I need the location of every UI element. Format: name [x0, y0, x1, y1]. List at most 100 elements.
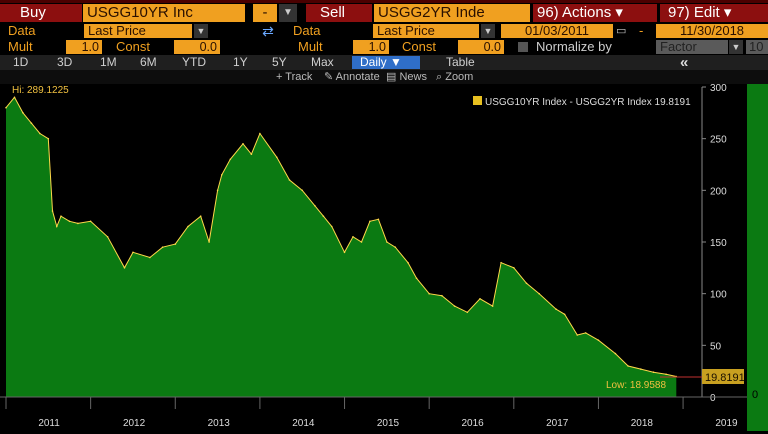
hi-label: Hi: 289.1225: [12, 85, 69, 96]
left-const-field[interactable]: 0.0: [174, 40, 220, 54]
x-tick-label: 2013: [208, 418, 231, 429]
series-point: [216, 189, 219, 192]
period-6m[interactable]: 6M: [140, 55, 157, 69]
legend-text: USGG10YR Index - USGG2YR Index 19.8191: [485, 97, 691, 108]
x-tick-label: 2012: [123, 418, 146, 429]
mult-row: Mult 1.0 Const 0.0 Mult 1.0 Const 0.0 No…: [0, 39, 768, 55]
buy-security-field[interactable]: USGG10YR Inc: [83, 4, 245, 22]
left-mult-field[interactable]: 1.0: [66, 40, 102, 54]
period-1m[interactable]: 1M: [100, 55, 117, 69]
x-tick-label: 2019: [715, 418, 738, 429]
spread-operator-field[interactable]: -: [253, 4, 277, 22]
series-point: [242, 143, 244, 145]
factor-value-field[interactable]: 10: [746, 40, 768, 54]
buy-label: Buy: [0, 4, 82, 22]
actions-menu[interactable]: 96) Actions ▾: [533, 4, 657, 22]
x-tick-label: 2014: [292, 418, 315, 429]
series-point: [377, 218, 380, 221]
x-tick-label: 2015: [377, 418, 400, 429]
series-point: [250, 153, 253, 155]
series-point: [13, 96, 16, 99]
series-point: [555, 308, 557, 310]
series-point: [584, 332, 587, 334]
calendar-icon[interactable]: ▭: [616, 25, 627, 37]
series-point: [343, 251, 346, 254]
period-1d[interactable]: 1D: [13, 55, 29, 69]
x-axis: 2011 2012 2013 2014 2015 2016 2017 2018 2019: [0, 396, 747, 429]
annotate-tool[interactable]: ✎ Annotate: [324, 71, 380, 83]
operator-dropdown-icon[interactable]: ▼: [279, 4, 297, 22]
series-point: [301, 189, 304, 192]
table-button[interactable]: Table: [446, 55, 475, 69]
right-mult-field[interactable]: 1.0: [353, 40, 389, 54]
x-tick-label: 2018: [631, 418, 654, 429]
series-point: [276, 156, 278, 159]
period-3d[interactable]: 3D: [57, 55, 73, 69]
series-point: [68, 220, 71, 223]
normalize-select[interactable]: Factor: [656, 40, 728, 54]
track-tool[interactable]: + Track: [276, 71, 313, 83]
right-const-field[interactable]: 0.0: [458, 40, 504, 54]
collapse-icon[interactable]: «: [680, 54, 689, 71]
data-label-left: Data: [8, 23, 36, 38]
zoom-tool[interactable]: ⌕ Zoom: [436, 71, 474, 83]
period-1y[interactable]: 1Y: [233, 55, 248, 69]
series-point: [466, 311, 469, 314]
series-point: [208, 241, 210, 243]
series-point: [597, 339, 600, 341]
data-label-right: Data: [293, 23, 321, 38]
legend: USGG10YR Index - USGG2YR Index 19.8191: [470, 94, 691, 108]
swap-icon[interactable]: ⇄: [262, 23, 274, 39]
series-point: [123, 267, 126, 269]
series-point: [60, 215, 62, 217]
y-tick-label: 250: [710, 135, 727, 146]
period-5y[interactable]: 5Y: [272, 55, 287, 69]
y-tick-label: 0: [710, 393, 716, 404]
normalize-checkbox[interactable]: [518, 42, 528, 52]
series-point: [665, 373, 667, 376]
mult-label-right: Mult: [298, 39, 323, 54]
series-point: [149, 256, 151, 259]
series-point: [513, 267, 515, 269]
series-point: [479, 298, 481, 300]
news-tool[interactable]: ▤ News: [386, 71, 427, 83]
y-tick-label: 200: [710, 186, 727, 197]
series-point: [369, 220, 371, 223]
series-point: [453, 305, 456, 307]
series-point: [56, 225, 58, 228]
pencil-icon: ✎: [324, 71, 336, 83]
series-point: [525, 282, 528, 285]
left-price-field[interactable]: Last Price: [84, 24, 192, 38]
y-axis: 0 50 100 150 200 250 300: [701, 83, 727, 404]
series-point: [441, 294, 443, 297]
frequency-select[interactable]: Daily ▼: [352, 56, 420, 69]
series-point: [314, 205, 316, 207]
series-point: [229, 158, 232, 161]
series-point: [174, 243, 177, 245]
series-point: [640, 368, 642, 370]
right-price-dropdown-icon[interactable]: ▼: [481, 24, 495, 38]
chart-panel[interactable]: 0 50 100 150 200 250 300 2011 2012 2013 2014 2015 2…: [0, 83, 768, 431]
normalize-dropdown-icon[interactable]: ▼: [729, 40, 743, 54]
edit-menu[interactable]: 97) Edit ▾: [660, 4, 768, 22]
header-strip: [0, 0, 768, 3]
series-point: [221, 174, 223, 176]
right-price-field[interactable]: Last Price: [373, 24, 479, 38]
y-tick-label: 300: [710, 84, 727, 94]
series-point: [331, 225, 333, 228]
series-point: [576, 334, 579, 336]
series-point: [360, 241, 363, 243]
sell-label: Sell: [306, 4, 372, 22]
normalize-label: Normalize by: [536, 39, 612, 54]
period-max[interactable]: Max: [311, 55, 334, 69]
start-date-field[interactable]: 01/03/2011: [501, 24, 613, 38]
series-point: [500, 261, 502, 264]
left-price-dropdown-icon[interactable]: ▼: [194, 24, 208, 38]
sell-security-field[interactable]: USGG2YR Inde: [374, 4, 530, 22]
low-label: Low: 18.9588: [606, 380, 666, 391]
news-icon: ▤: [386, 71, 400, 83]
const-label-right: Const: [402, 39, 436, 54]
end-date-field[interactable]: 11/30/2018: [656, 24, 768, 38]
period-ytd[interactable]: YTD: [182, 55, 206, 69]
